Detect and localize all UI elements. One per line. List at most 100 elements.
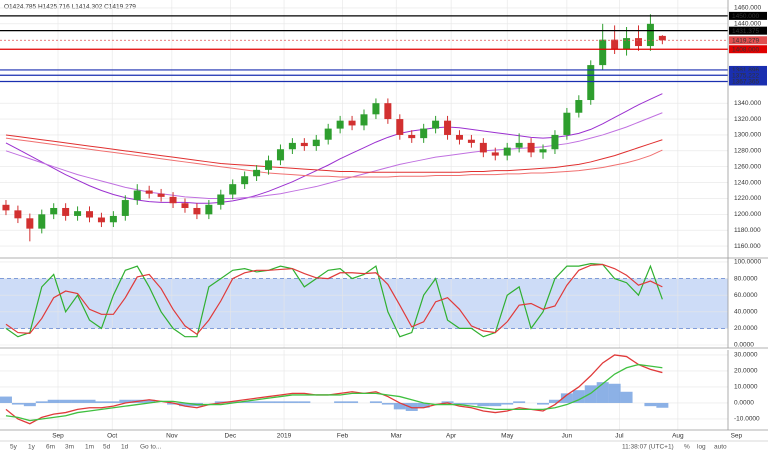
x-tick-label: Mar xyxy=(391,433,403,440)
range-button[interactable]: 1d xyxy=(121,444,129,451)
histogram-bar xyxy=(23,402,36,407)
histogram-bar xyxy=(47,399,60,403)
range-button[interactable]: 5d xyxy=(103,444,111,451)
price-level-label: 1450.000 xyxy=(732,13,759,20)
candle-body xyxy=(372,103,380,115)
range-button[interactable]: 1y xyxy=(28,444,36,451)
candle-body xyxy=(396,119,404,135)
y-tick-label: 1240.000 xyxy=(734,179,761,186)
range-button[interactable]: 3m xyxy=(65,444,74,451)
candle-body xyxy=(348,120,356,126)
x-tick-label: Dec xyxy=(225,433,237,440)
candle-body xyxy=(241,176,249,185)
candle-body xyxy=(86,211,94,218)
price-level-tag xyxy=(729,45,767,54)
histogram-bar xyxy=(417,402,430,408)
price-level-tag xyxy=(729,65,767,74)
histogram-bar xyxy=(477,402,490,407)
candle-body xyxy=(360,114,368,126)
candle-body xyxy=(599,39,607,66)
y-tick-label: 30.0000 xyxy=(734,352,758,359)
histogram-bar xyxy=(286,401,299,403)
histogram-bar xyxy=(537,402,550,405)
y-tick-label: 1320.000 xyxy=(734,116,761,123)
histogram-bar xyxy=(250,401,263,403)
candle-body xyxy=(169,196,177,204)
histogram-bar xyxy=(298,401,311,403)
band xyxy=(0,278,728,329)
price-level-label: 1408.000 xyxy=(732,46,759,53)
axis-option[interactable]: auto xyxy=(714,444,727,451)
range-button[interactable]: Go to... xyxy=(140,444,162,451)
histogram-bar xyxy=(513,401,526,403)
range-button[interactable]: 1m xyxy=(85,444,94,451)
x-tick-label: 2019 xyxy=(277,433,292,440)
candle-body xyxy=(432,120,440,129)
macd-line xyxy=(5,363,663,422)
candle-body xyxy=(193,207,201,215)
histogram-bar xyxy=(548,399,561,403)
clock: 11:38:07 (UTC+1) xyxy=(622,444,674,451)
x-tick-label: Oct xyxy=(107,433,117,440)
histogram-bar xyxy=(453,402,466,405)
candle-body xyxy=(539,149,547,153)
histogram-bar xyxy=(489,402,502,407)
candle-body xyxy=(300,142,308,147)
range-button[interactable]: 6m xyxy=(46,444,55,451)
y-tick-label: 100.0000 xyxy=(734,259,761,266)
y-tick-label: 1340.000 xyxy=(734,100,761,107)
histogram-bar xyxy=(560,393,573,403)
oscillator-line xyxy=(5,263,663,336)
candle-body xyxy=(455,134,463,140)
price-level-label: 1367.365 xyxy=(732,79,759,86)
histogram-bar xyxy=(596,382,609,403)
candle-body xyxy=(276,149,284,161)
candle-body xyxy=(288,142,296,150)
y-tick-label: 0.0000 xyxy=(734,400,754,407)
y-tick-label: 80.0000 xyxy=(734,275,758,282)
y-tick-label: 1200.000 xyxy=(734,211,761,218)
histogram-bar xyxy=(95,401,108,403)
price-level-label: 1419.279 xyxy=(732,37,759,44)
candle-body xyxy=(26,218,34,229)
histogram-bar xyxy=(262,401,275,403)
histogram-bar xyxy=(584,385,597,403)
range-button[interactable]: 5y xyxy=(10,444,18,451)
candle-body xyxy=(97,217,105,223)
histogram-bar xyxy=(0,396,12,403)
candle-body xyxy=(515,142,523,148)
histogram-bar xyxy=(59,399,72,403)
candle-body xyxy=(181,203,189,208)
candle-body xyxy=(217,194,225,205)
histogram-bar xyxy=(119,399,132,403)
candle-body xyxy=(467,139,475,143)
x-tick-label: Apr xyxy=(446,433,457,440)
price-level-label: 1381.896 xyxy=(732,67,759,74)
candle-body xyxy=(384,103,392,120)
candle-body xyxy=(551,134,559,150)
candle-body xyxy=(229,184,237,195)
candle-body xyxy=(444,120,452,135)
histogram-bar xyxy=(644,402,657,407)
axis-option[interactable]: log xyxy=(697,444,706,451)
histogram-bar xyxy=(393,402,406,410)
candle-body xyxy=(324,128,332,140)
histogram-bar xyxy=(656,402,669,408)
axis-option[interactable]: % xyxy=(684,444,690,451)
histogram-bar xyxy=(214,401,227,403)
candle-body xyxy=(527,142,535,153)
histogram-bar xyxy=(71,399,84,403)
y-tick-label: 10.0000 xyxy=(734,384,758,391)
price-level-tag xyxy=(729,11,767,20)
candle-body xyxy=(408,134,416,139)
y-tick-label: 1160.000 xyxy=(734,243,761,250)
x-tick-label: Aug xyxy=(672,433,684,440)
y-tick-label: 1220.000 xyxy=(734,195,761,202)
moving-average xyxy=(5,134,663,173)
histogram-bar xyxy=(334,401,347,403)
price-level-tag xyxy=(729,36,767,45)
y-tick-label: 1440.000 xyxy=(734,21,761,28)
y-tick-label: 1280.000 xyxy=(734,148,761,155)
histogram-bar xyxy=(238,401,251,403)
